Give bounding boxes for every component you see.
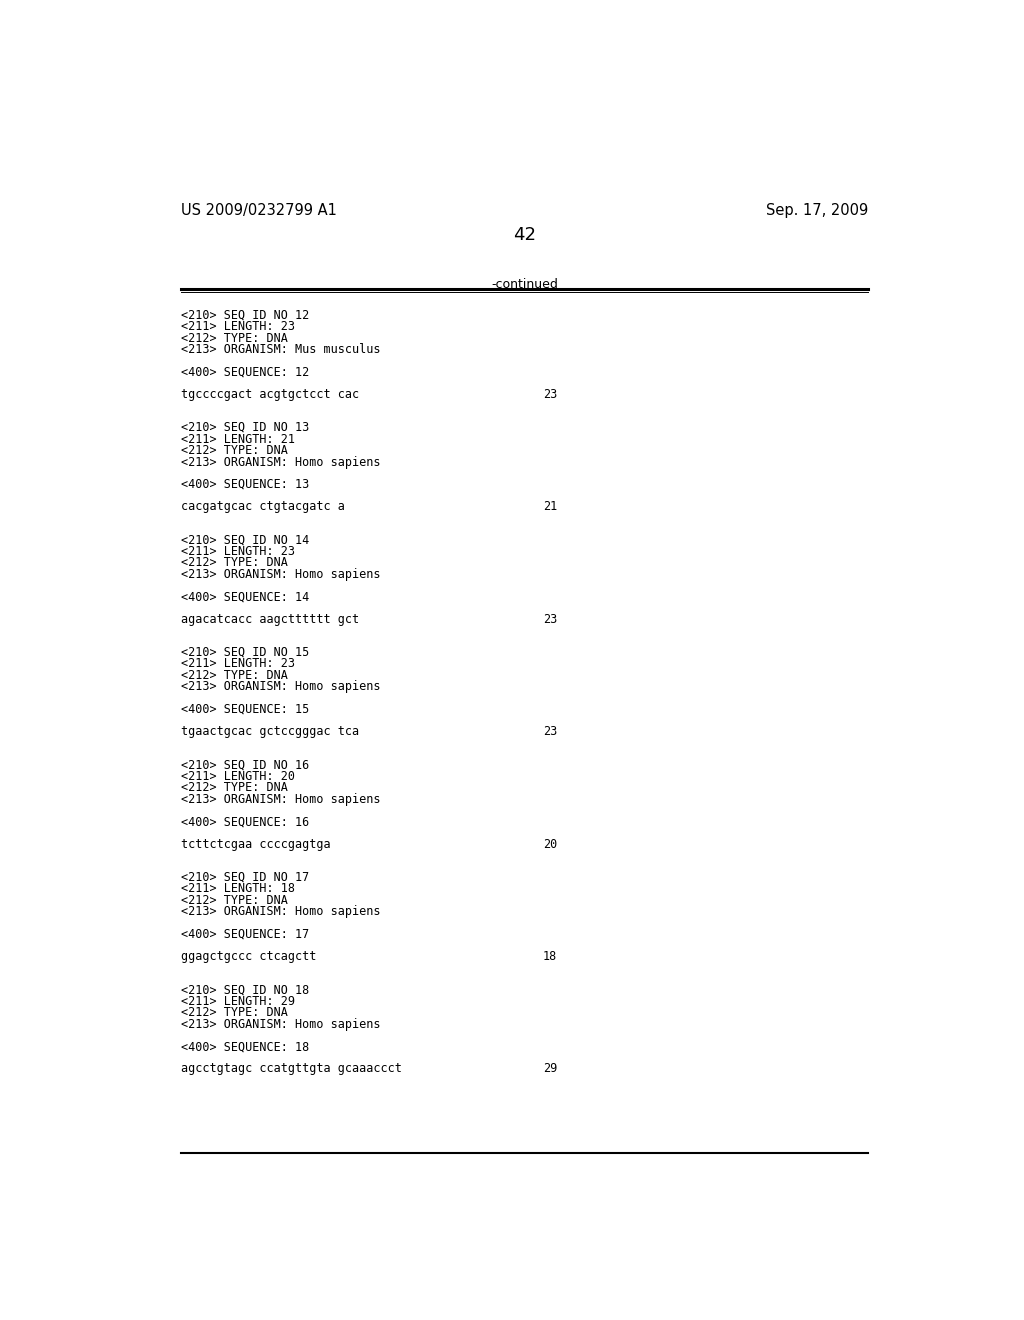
Text: <211> LENGTH: 23: <211> LENGTH: 23 xyxy=(180,545,295,558)
Text: <213> ORGANISM: Mus musculus: <213> ORGANISM: Mus musculus xyxy=(180,343,380,356)
Text: <211> LENGTH: 23: <211> LENGTH: 23 xyxy=(180,321,295,333)
Text: <210> SEQ ID NO 16: <210> SEQ ID NO 16 xyxy=(180,758,309,771)
Text: tcttctcgaa ccccgagtga: tcttctcgaa ccccgagtga xyxy=(180,838,331,850)
Text: <211> LENGTH: 20: <211> LENGTH: 20 xyxy=(180,770,295,783)
Text: <211> LENGTH: 18: <211> LENGTH: 18 xyxy=(180,882,295,895)
Text: <213> ORGANISM: Homo sapiens: <213> ORGANISM: Homo sapiens xyxy=(180,793,380,807)
Text: <212> TYPE: DNA: <212> TYPE: DNA xyxy=(180,669,288,682)
Text: ggagctgccc ctcagctt: ggagctgccc ctcagctt xyxy=(180,950,316,964)
Text: <213> ORGANISM: Homo sapiens: <213> ORGANISM: Homo sapiens xyxy=(180,1018,380,1031)
Text: <211> LENGTH: 29: <211> LENGTH: 29 xyxy=(180,995,295,1007)
Text: <210> SEQ ID NO 13: <210> SEQ ID NO 13 xyxy=(180,421,309,434)
Text: 23: 23 xyxy=(543,725,557,738)
Text: 23: 23 xyxy=(543,388,557,401)
Text: <212> TYPE: DNA: <212> TYPE: DNA xyxy=(180,894,288,907)
Text: Sep. 17, 2009: Sep. 17, 2009 xyxy=(766,203,868,218)
Text: <400> SEQUENCE: 14: <400> SEQUENCE: 14 xyxy=(180,590,309,603)
Text: <213> ORGANISM: Homo sapiens: <213> ORGANISM: Homo sapiens xyxy=(180,681,380,693)
Text: <212> TYPE: DNA: <212> TYPE: DNA xyxy=(180,1006,288,1019)
Text: <400> SEQUENCE: 12: <400> SEQUENCE: 12 xyxy=(180,366,309,379)
Text: <210> SEQ ID NO 12: <210> SEQ ID NO 12 xyxy=(180,309,309,322)
Text: <400> SEQUENCE: 17: <400> SEQUENCE: 17 xyxy=(180,928,309,941)
Text: cacgatgcac ctgtacgatc a: cacgatgcac ctgtacgatc a xyxy=(180,500,344,513)
Text: 23: 23 xyxy=(543,612,557,626)
Text: <212> TYPE: DNA: <212> TYPE: DNA xyxy=(180,781,288,795)
Text: tgccccgact acgtgctcct cac: tgccccgact acgtgctcct cac xyxy=(180,388,358,401)
Text: 18: 18 xyxy=(543,950,557,964)
Text: <213> ORGANISM: Homo sapiens: <213> ORGANISM: Homo sapiens xyxy=(180,568,380,581)
Text: US 2009/0232799 A1: US 2009/0232799 A1 xyxy=(180,203,337,218)
Text: <400> SEQUENCE: 18: <400> SEQUENCE: 18 xyxy=(180,1040,309,1053)
Text: <400> SEQUENCE: 13: <400> SEQUENCE: 13 xyxy=(180,478,309,491)
Text: <210> SEQ ID NO 18: <210> SEQ ID NO 18 xyxy=(180,983,309,997)
Text: agcctgtagc ccatgttgta gcaaaccct: agcctgtagc ccatgttgta gcaaaccct xyxy=(180,1063,401,1076)
Text: <213> ORGANISM: Homo sapiens: <213> ORGANISM: Homo sapiens xyxy=(180,906,380,919)
Text: 20: 20 xyxy=(543,838,557,850)
Text: -continued: -continued xyxy=(492,277,558,290)
Text: tgaactgcac gctccgggac tca: tgaactgcac gctccgggac tca xyxy=(180,725,358,738)
Text: <210> SEQ ID NO 14: <210> SEQ ID NO 14 xyxy=(180,533,309,546)
Text: <212> TYPE: DNA: <212> TYPE: DNA xyxy=(180,557,288,569)
Text: <400> SEQUENCE: 15: <400> SEQUENCE: 15 xyxy=(180,702,309,715)
Text: <210> SEQ ID NO 15: <210> SEQ ID NO 15 xyxy=(180,645,309,659)
Text: 42: 42 xyxy=(513,226,537,244)
Text: <211> LENGTH: 21: <211> LENGTH: 21 xyxy=(180,433,295,446)
Text: 29: 29 xyxy=(543,1063,557,1076)
Text: agacatcacc aagctttttt gct: agacatcacc aagctttttt gct xyxy=(180,612,358,626)
Text: <211> LENGTH: 23: <211> LENGTH: 23 xyxy=(180,657,295,671)
Text: 21: 21 xyxy=(543,500,557,513)
Text: <212> TYPE: DNA: <212> TYPE: DNA xyxy=(180,331,288,345)
Text: <213> ORGANISM: Homo sapiens: <213> ORGANISM: Homo sapiens xyxy=(180,455,380,469)
Text: <400> SEQUENCE: 16: <400> SEQUENCE: 16 xyxy=(180,816,309,828)
Text: <212> TYPE: DNA: <212> TYPE: DNA xyxy=(180,444,288,457)
Text: <210> SEQ ID NO 17: <210> SEQ ID NO 17 xyxy=(180,871,309,883)
